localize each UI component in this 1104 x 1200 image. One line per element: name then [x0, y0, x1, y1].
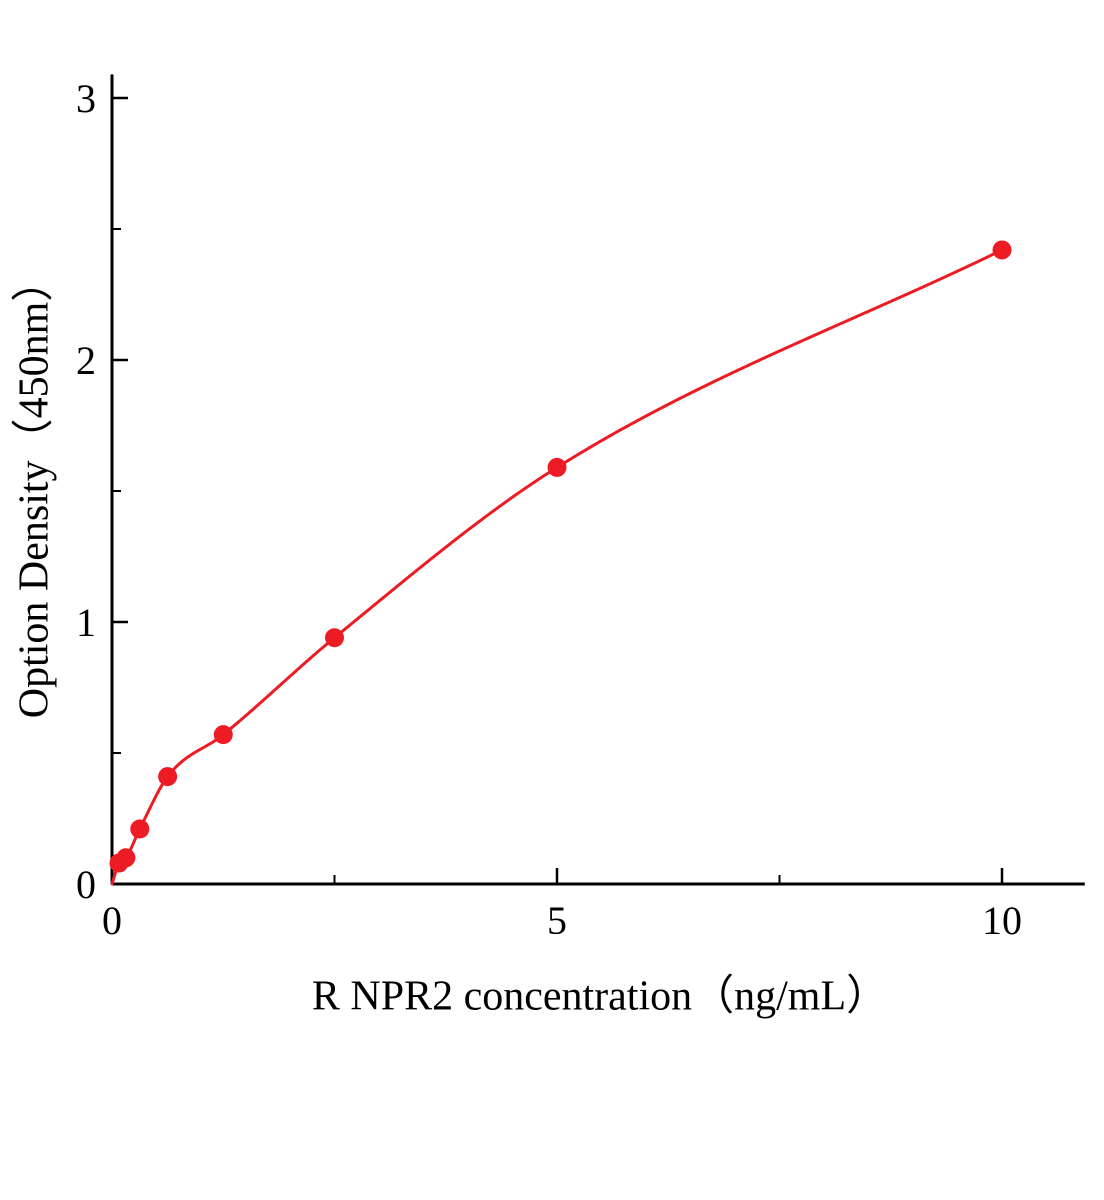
data-point [992, 240, 1012, 260]
y-axis-title: Option Density（450nm） [11, 259, 58, 719]
x-tick-label: 5 [547, 898, 567, 943]
fit-curve [110, 248, 1004, 886]
x-tick-label: 0 [102, 898, 122, 943]
data-point [547, 457, 567, 477]
data-point [325, 628, 344, 648]
y-tick-label: 0 [76, 862, 96, 907]
x-axis-title: R NPR2 concentration（ng/mL） [311, 973, 889, 1020]
x-tick-label: 10 [982, 898, 1022, 943]
data-point [158, 767, 178, 787]
data-point [213, 725, 233, 745]
data-point [130, 819, 150, 839]
y-tick-label: 3 [76, 76, 96, 121]
y-tick-label: 1 [76, 600, 96, 645]
y-tick-label: 2 [76, 338, 96, 383]
data-point [116, 848, 136, 868]
